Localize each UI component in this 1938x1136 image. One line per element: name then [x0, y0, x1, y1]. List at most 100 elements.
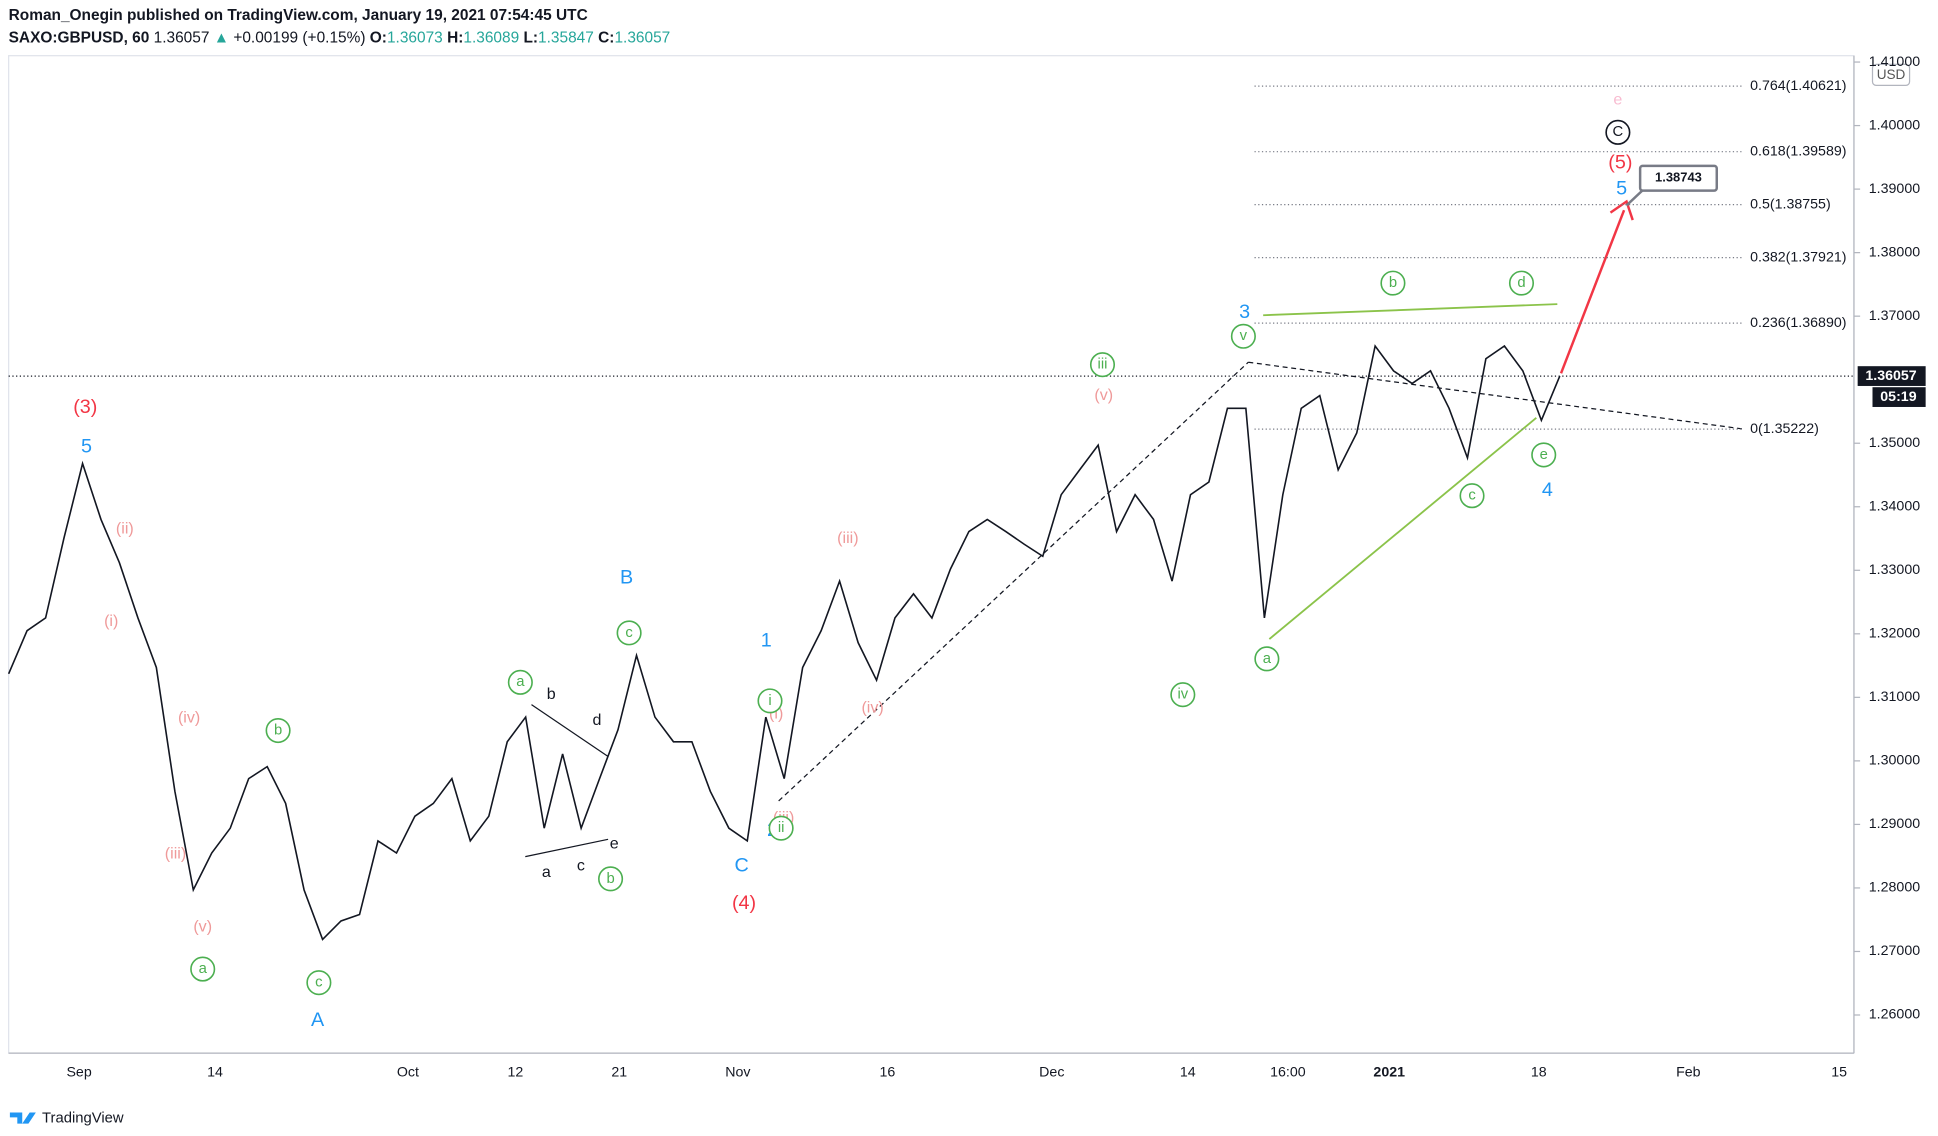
last-price-tag: [1857, 366, 1926, 386]
wave-label: (4): [732, 892, 756, 914]
x-tick-label: Feb: [1676, 1065, 1701, 1081]
wave-label: a: [199, 961, 208, 977]
wave-label: (i): [104, 612, 118, 630]
trendline: [531, 704, 609, 757]
wave-label: e: [1540, 447, 1548, 463]
wave-label: (5): [1608, 151, 1632, 173]
wave-label: 5: [81, 436, 92, 458]
wave-circle: [1089, 352, 1116, 378]
wave-label: C: [734, 855, 748, 877]
y-tick-label: 1.27000: [1869, 943, 1920, 959]
trendline: [778, 361, 1249, 802]
wave-label: b: [547, 685, 556, 703]
wave-circle: [507, 669, 533, 695]
author-line: Roman_Onegin published on TradingView.co…: [9, 7, 588, 24]
x-tick-label: 18: [1531, 1065, 1547, 1081]
wave-label: c: [1468, 488, 1476, 504]
wave-circle: [598, 866, 624, 892]
wave-circle: [1459, 483, 1485, 509]
wave-label: i: [768, 693, 771, 709]
y-tick-label: 1.33000: [1869, 562, 1920, 578]
wave-circle: [768, 815, 794, 841]
target-label: 1.38743: [1655, 170, 1702, 185]
wave-label: 1: [761, 630, 772, 652]
wave-label: A: [311, 1009, 325, 1031]
wave-label: v: [1240, 328, 1248, 344]
wave-label: (iv): [178, 708, 200, 726]
y-tick-label: 1.30000: [1869, 753, 1920, 769]
symbol-line: SAXO:GBPUSD, 60 1.36057 ▲ +0.00199 (+0.1…: [9, 29, 671, 46]
wave-label: B: [620, 567, 633, 589]
x-tick-label: Nov: [725, 1065, 751, 1081]
wave-circle: [1531, 442, 1557, 468]
y-tick-label: 1.37000: [1869, 308, 1920, 324]
plot-frame: [8, 55, 1855, 1054]
x-tick-label: 21: [611, 1065, 627, 1081]
wave-circle: [1508, 270, 1535, 296]
x-tick-label: 2021: [1373, 1065, 1405, 1081]
wave-circle: [616, 620, 642, 646]
wave-circle: [757, 688, 783, 714]
projection-arrow: [1559, 209, 1626, 374]
wave-label: (3): [73, 396, 97, 418]
wave-label: c: [625, 625, 633, 641]
wave-label: d: [593, 711, 602, 729]
y-tick-label: 1.40000: [1869, 117, 1920, 133]
fib-label: 0.618(1.39589): [1750, 143, 1846, 159]
target-box: [1638, 164, 1718, 192]
fib-label: 0.5(1.38755): [1750, 196, 1831, 212]
wave-label: (v): [193, 917, 212, 935]
price-line: [7, 344, 1561, 941]
fib-label: 0.764(1.40621): [1750, 78, 1846, 94]
y-tick-label: 1.26000: [1869, 1007, 1920, 1023]
wave-circle: [1605, 119, 1631, 145]
wave-label: d: [1517, 275, 1525, 291]
fib-label: 0(1.35222): [1750, 421, 1819, 437]
wave-label: b: [1389, 275, 1397, 291]
wave-label: (iv): [861, 699, 883, 717]
y-tick-label: 1.38000: [1869, 244, 1920, 260]
x-tick-label: Oct: [397, 1065, 419, 1081]
arrow-head: [1609, 199, 1634, 221]
header: Roman_Onegin published on TradingView.co…: [9, 7, 671, 46]
wave-label: (ii): [116, 519, 134, 537]
wave-label: iv: [1177, 687, 1188, 703]
wave-label: (iii): [165, 844, 186, 862]
wave-label: e: [610, 834, 619, 852]
wave-label: a: [542, 863, 551, 881]
wave-circle: [1254, 646, 1280, 672]
x-tick-label: Dec: [1039, 1065, 1064, 1081]
timer-tag: [1872, 387, 1926, 407]
y-tick-label: 1.35000: [1869, 435, 1920, 451]
timer-label: 05:19: [1880, 389, 1916, 405]
wave-label: ii: [778, 820, 785, 836]
footer: TradingView: [9, 1111, 124, 1127]
wave-label: a: [1263, 651, 1272, 667]
last-price-label: 1.36057: [1865, 368, 1916, 384]
wave-circle: [1170, 682, 1196, 708]
wave-label: a: [516, 674, 525, 690]
wave-label: 4: [1542, 479, 1553, 501]
trendline: [525, 838, 609, 858]
y-tick-label: 1.28000: [1869, 880, 1920, 896]
logo: [9, 1112, 36, 1124]
wave-label: c: [577, 857, 585, 875]
y-tick-label: 1.39000: [1869, 181, 1920, 197]
wave-label: b: [606, 871, 614, 887]
wave-circle: [1230, 323, 1256, 349]
x-tick-label: 16:00: [1270, 1065, 1306, 1081]
trendline: [1248, 361, 1743, 430]
brand: TradingView: [42, 1111, 124, 1127]
y-tick-label: 1.31000: [1869, 689, 1920, 705]
wave-label: b: [274, 722, 282, 738]
x-tick-label: 16: [880, 1065, 896, 1081]
wave-label: c: [315, 975, 323, 991]
wave-circle: [265, 717, 291, 744]
wave-label: 5: [1616, 177, 1627, 199]
currency: USD: [1877, 67, 1906, 82]
x-tick-label: 15: [1831, 1065, 1847, 1081]
y-tick-label: 1.32000: [1869, 626, 1920, 642]
wave-circle: [190, 956, 216, 982]
